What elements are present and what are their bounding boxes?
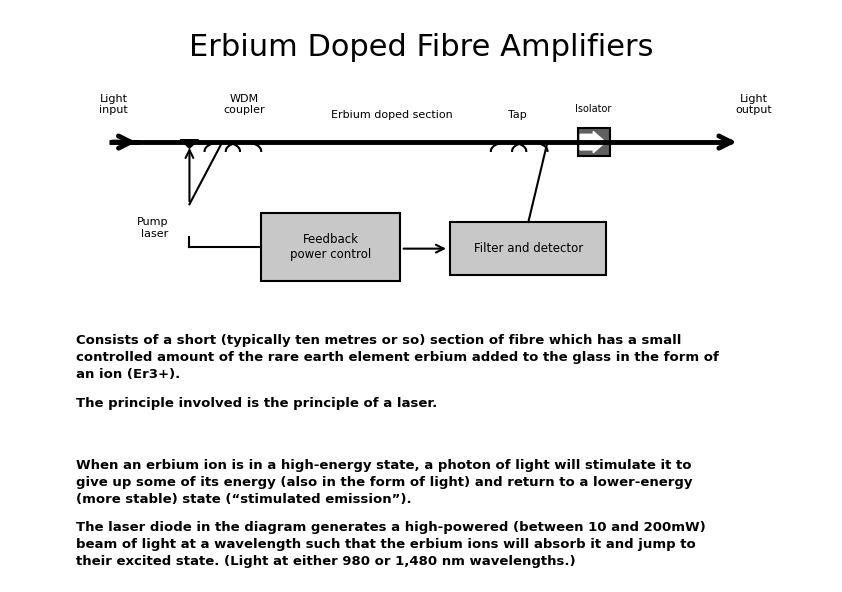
Text: Tap: Tap (509, 110, 527, 120)
Text: Light
output: Light output (735, 94, 772, 115)
Text: Filter and detector: Filter and detector (474, 242, 583, 255)
FancyBboxPatch shape (261, 213, 400, 281)
Text: Feedback
power control: Feedback power control (290, 233, 371, 261)
FancyBboxPatch shape (450, 222, 606, 275)
Text: Isolator: Isolator (575, 104, 612, 114)
Text: Erbium Doped Fibre Amplifiers: Erbium Doped Fibre Amplifiers (189, 33, 653, 62)
Text: Erbium doped section: Erbium doped section (331, 110, 452, 120)
FancyBboxPatch shape (578, 128, 610, 156)
FancyArrow shape (580, 131, 605, 153)
Text: Light
input: Light input (99, 94, 128, 115)
Text: Pump
laser: Pump laser (137, 217, 168, 239)
Text: The principle involved is the principle of a laser.: The principle involved is the principle … (76, 397, 437, 410)
Text: Consists of a short (typically ten metres or so) section of fibre which has a sm: Consists of a short (typically ten metre… (76, 334, 719, 381)
Text: When an erbium ion is in a high-energy state, a photon of light will stimulate i: When an erbium ion is in a high-energy s… (76, 459, 692, 506)
Text: The laser diode in the diagram generates a high-powered (between 10 and 200mW)
b: The laser diode in the diagram generates… (76, 521, 706, 568)
Text: WDM
coupler: WDM coupler (223, 94, 265, 115)
Polygon shape (180, 140, 199, 148)
